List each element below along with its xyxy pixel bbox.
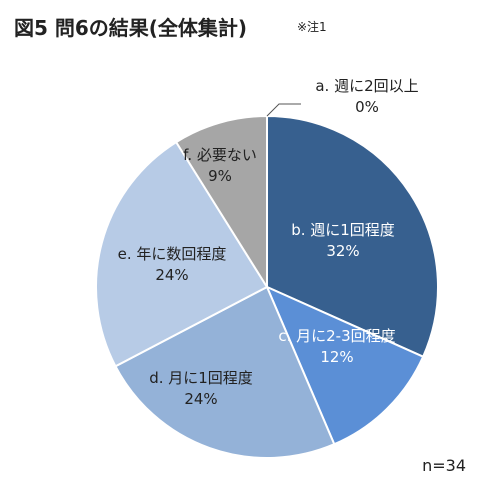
slice-percent-d: 24% [184, 390, 217, 408]
pie-slice-c [265, 285, 425, 446]
pie-slice-d [114, 285, 336, 459]
slice-percent-c: 12% [320, 348, 353, 366]
slice-label-b: b. 週に1回程度 [291, 221, 395, 239]
slice-label-a: a. 週に2回以上 [315, 77, 418, 95]
slice-label-c: c. 月に2-3回程度 [278, 327, 395, 345]
pie-slice-f [174, 114, 268, 291]
pie-slice-b [266, 114, 439, 359]
slice-percent-f: 9% [208, 167, 232, 185]
slice-label-e: e. 年に数回程度 [118, 245, 227, 263]
slice-label-f: f. 必要ない [183, 146, 257, 164]
sample-size: n=34 [422, 456, 466, 475]
leader-line-a [266, 103, 301, 117]
title-note: ※注1 [297, 20, 327, 34]
slice-percent-b: 32% [326, 242, 359, 260]
chart-title: 図5 問6の結果(全体集計) [14, 16, 248, 40]
slice-label-d: d. 月に1回程度 [149, 369, 253, 387]
slice-percent-e: 24% [155, 266, 188, 284]
pie-slice-e [95, 140, 269, 368]
slice-percent-a: 0% [355, 98, 379, 116]
